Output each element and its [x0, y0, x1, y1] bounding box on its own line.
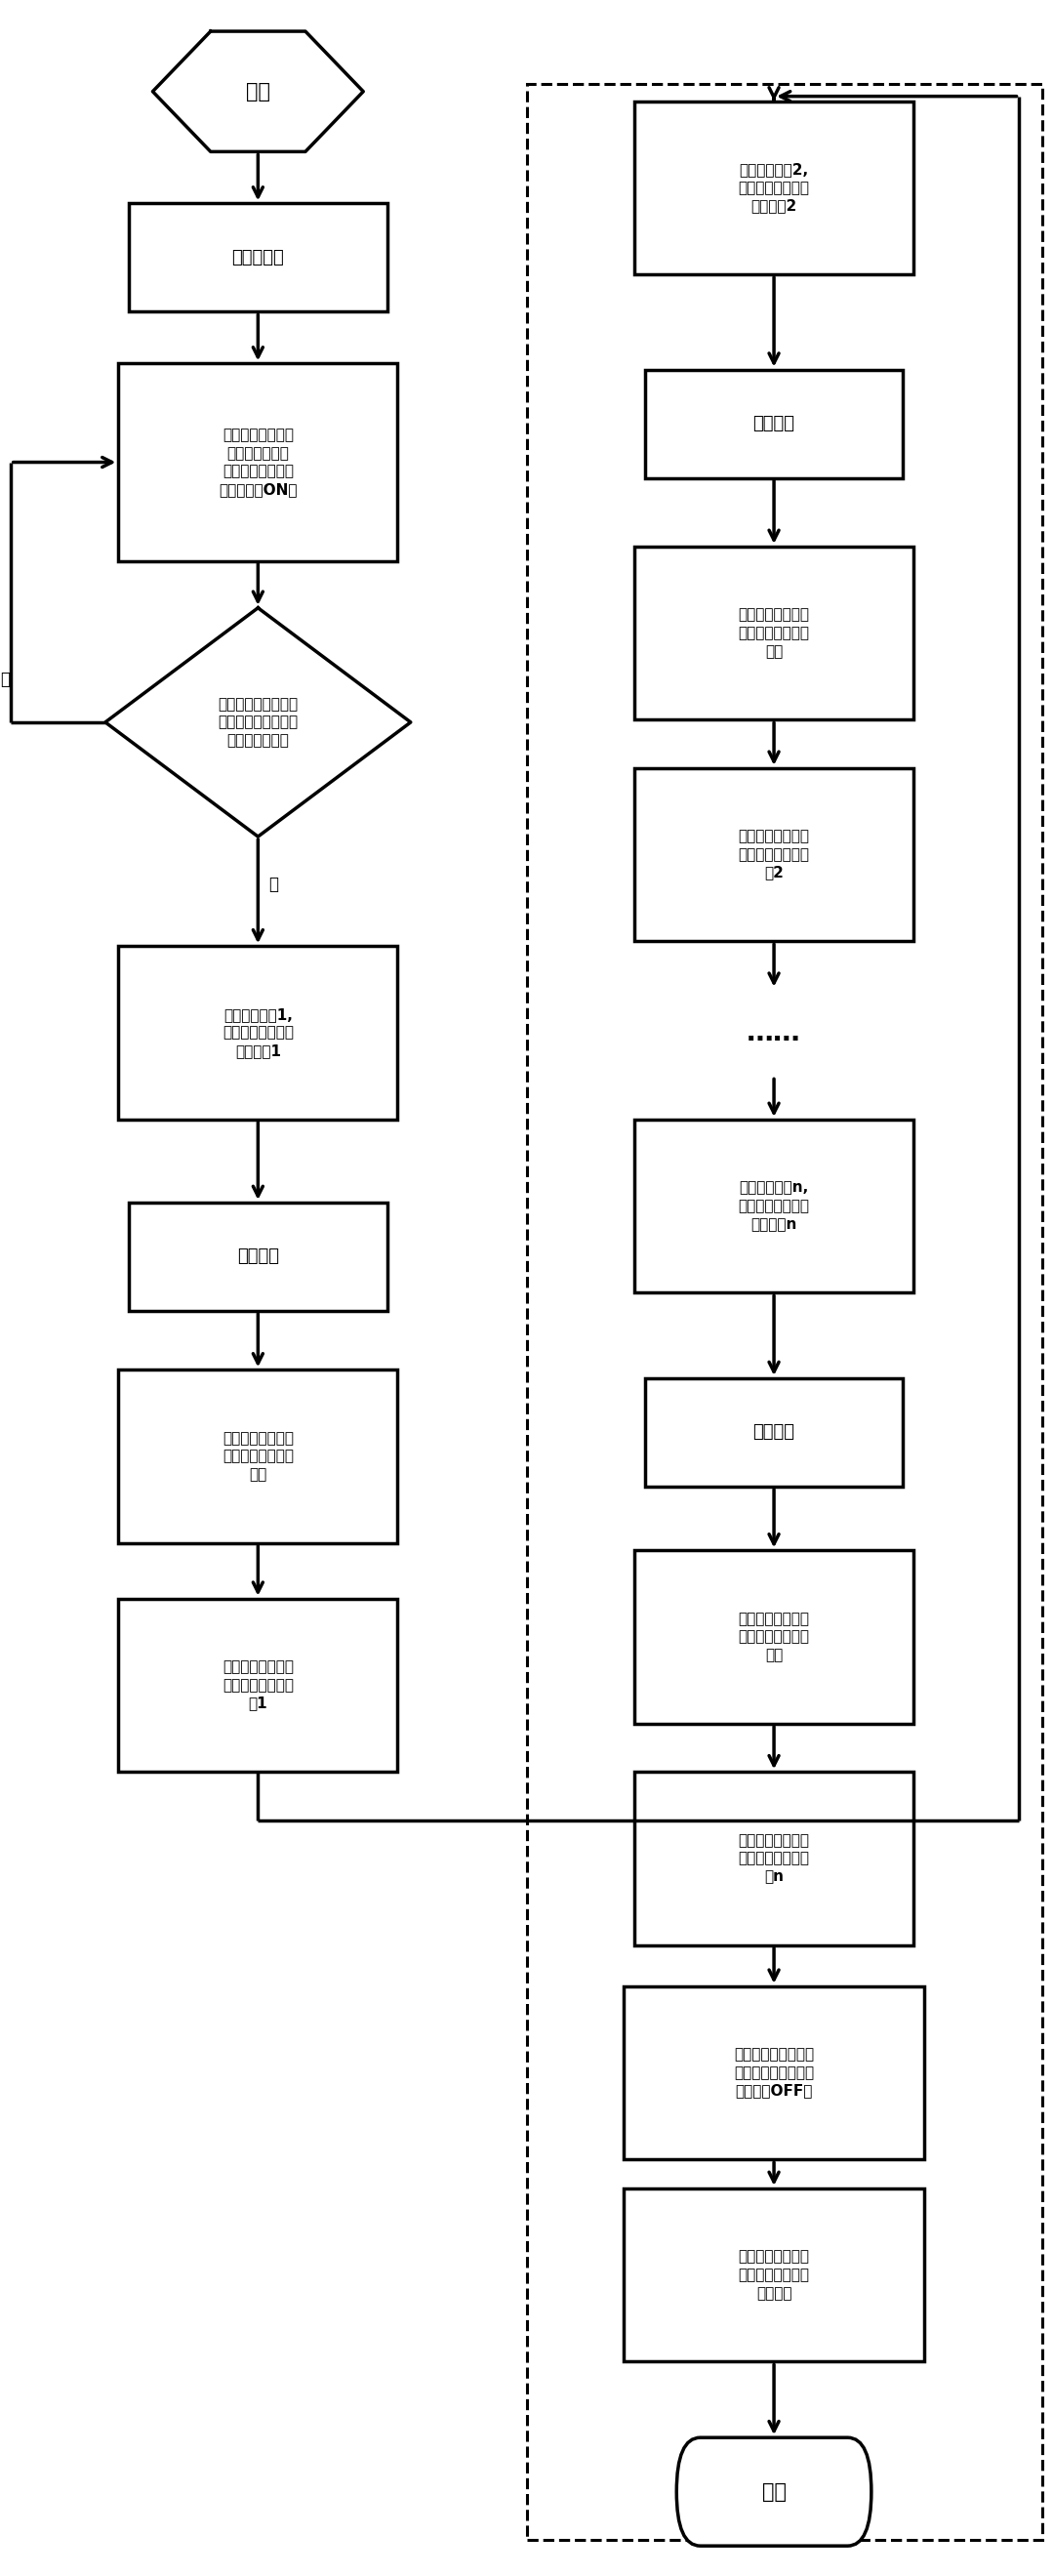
- Text: 测试主机通过收到的
电流值判断操作人员
是否正确操作？: 测试主机通过收到的 电流值判断操作人员 是否正确操作？: [218, 696, 298, 747]
- Text: 结束: 结束: [761, 2483, 787, 2501]
- Bar: [118, 945, 398, 1121]
- Bar: [644, 1378, 903, 1486]
- Text: 电流采集: 电流采集: [753, 1425, 795, 1440]
- Text: 电流采集: 电流采集: [753, 415, 795, 433]
- Bar: [130, 1203, 388, 1311]
- Text: 提示操作人员取下电
流钓并将车辆电源档
位切换到OFF档: 提示操作人员取下电 流钓并将车辆电源档 位切换到OFF档: [734, 2048, 814, 2099]
- Bar: [623, 1986, 925, 2159]
- Bar: [634, 1551, 914, 1723]
- Text: 汇总测试案例测试
结果并上传数据存
储服务器: 汇总测试案例测试 结果并上传数据存 储服务器: [738, 2249, 810, 2300]
- Text: 显示测试结果并提
示操作人员关闭开
关1: 显示测试结果并提 示操作人员关闭开 关1: [222, 1659, 294, 1710]
- FancyBboxPatch shape: [676, 2437, 872, 2545]
- Bar: [634, 546, 914, 719]
- Text: 系统初始化: 系统初始化: [232, 250, 284, 265]
- Polygon shape: [153, 31, 363, 152]
- Text: 开始测试案例n,
提示操作人员打开
车辆开关n: 开始测试案例n, 提示操作人员打开 车辆开关n: [738, 1180, 810, 1231]
- Polygon shape: [105, 608, 411, 837]
- Text: 采样电流与合格电
流比较并判断是否
合格: 采样电流与合格电 流比较并判断是否 合格: [222, 1432, 294, 1481]
- Bar: [634, 100, 914, 276]
- Bar: [634, 1121, 914, 1293]
- Bar: [623, 2190, 925, 2362]
- Text: 电流采集: 电流采集: [237, 1247, 279, 1265]
- Text: 显示器提示将电流
钓钓在蓄电池正
极，并将车辆电源
档位切换到ON档: 显示器提示将电流 钓钓在蓄电池正 极，并将车辆电源 档位切换到ON档: [219, 428, 297, 497]
- Text: 开始测试案例1,
提示操作人员打开
车辆开关1: 开始测试案例1, 提示操作人员打开 车辆开关1: [222, 1007, 294, 1059]
- Bar: [130, 204, 388, 312]
- Bar: [634, 768, 914, 940]
- Bar: [118, 1600, 398, 1772]
- Text: 采样电流与合格电
流比较并判断是否
合格: 采样电流与合格电 流比较并判断是否 合格: [738, 1613, 810, 1662]
- Bar: [644, 368, 903, 479]
- Text: 开始测试案例2,
提示操作人员打开
车辆开关2: 开始测试案例2, 提示操作人员打开 车辆开关2: [738, 162, 810, 214]
- Bar: [634, 1772, 914, 1945]
- Text: 显示测试结果并提
示操作人员关闭开
关2: 显示测试结果并提 示操作人员关闭开 关2: [738, 829, 810, 881]
- Text: 开始: 开始: [245, 82, 271, 100]
- Bar: [118, 1370, 398, 1543]
- Text: 是: 是: [269, 876, 279, 894]
- Bar: [118, 363, 398, 562]
- Text: ……: ……: [747, 1020, 801, 1046]
- Text: 采样电流与合格电
流比较并判断是否
合格: 采样电流与合格电 流比较并判断是否 合格: [738, 608, 810, 659]
- Bar: [526, 85, 1042, 2540]
- Text: 否: 否: [0, 670, 11, 688]
- Text: 显示测试结果并提
示操作人员关闭开
关n: 显示测试结果并提 示操作人员关闭开 关n: [738, 1834, 810, 1883]
